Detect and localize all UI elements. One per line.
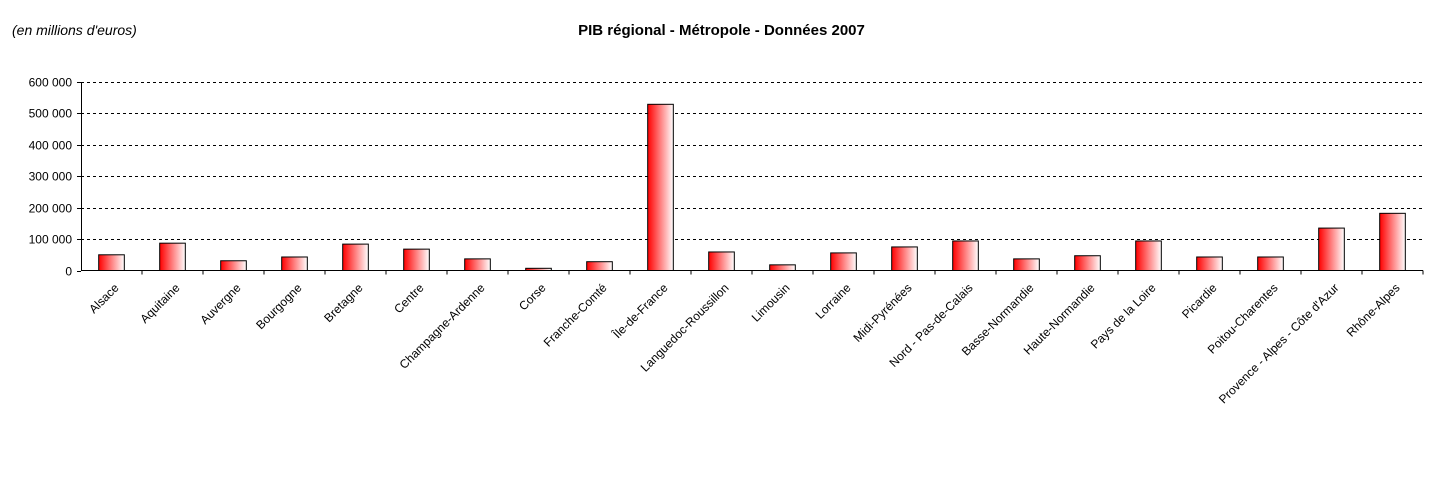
bar-haute-normandie bbox=[1074, 255, 1101, 271]
bar-pays-de-la-loire bbox=[1135, 240, 1162, 272]
x-tick-label: Centre bbox=[391, 281, 427, 317]
x-tick-label: Rhône-Alpes bbox=[1344, 281, 1403, 340]
bar-provence-alpes-c-te-d-azur bbox=[1318, 227, 1345, 271]
bar-centre bbox=[403, 248, 430, 272]
x-tick-label: Bretagne bbox=[321, 280, 366, 325]
bar-midi-pyr-n-es bbox=[891, 246, 918, 271]
y-tick-label: 0 bbox=[65, 265, 72, 279]
bar-franche-comt- bbox=[586, 261, 613, 272]
bar-basse-normandie bbox=[1013, 258, 1040, 271]
bar-alsace bbox=[98, 254, 125, 272]
bar-champagne-ardenne bbox=[464, 258, 491, 271]
bar-nord-pas-de-calais bbox=[952, 240, 979, 272]
bar-limousin bbox=[769, 264, 796, 272]
x-tick-label: Bourgogne bbox=[253, 280, 305, 332]
x-tick-label: Franche-Comté bbox=[541, 281, 610, 350]
y-tick-label: 500 000 bbox=[29, 107, 73, 121]
unit-note: (en millions d'euros) bbox=[12, 22, 137, 38]
x-tick-label: Corse bbox=[516, 280, 549, 313]
bar-rh-ne-alpes bbox=[1379, 212, 1406, 272]
x-tick-label: Lorraine bbox=[813, 280, 854, 321]
x-tick-label: Alsace bbox=[86, 281, 122, 317]
x-tick-label: Limousin bbox=[749, 281, 793, 325]
x-tick-label: Provence - Alpes - Côte d'Azur bbox=[1216, 281, 1342, 407]
x-tick-label: Pays de la Loire bbox=[1088, 280, 1159, 351]
y-tick-label: 100 000 bbox=[29, 233, 73, 247]
x-tick-label: Midi-Pyrénées bbox=[850, 281, 914, 345]
x-tick-label: Auvergne bbox=[197, 280, 243, 326]
bar-bretagne bbox=[342, 243, 369, 271]
bar-bourgogne bbox=[281, 256, 308, 272]
y-tick-label: 400 000 bbox=[29, 139, 73, 153]
bar-picardie bbox=[1196, 256, 1223, 272]
y-tick-label: 200 000 bbox=[29, 202, 73, 216]
x-tick-label: Île-de-France bbox=[609, 280, 671, 342]
bar--le-de-france bbox=[647, 103, 674, 271]
bar-aquitaine bbox=[159, 242, 186, 271]
bar-lorraine bbox=[830, 252, 857, 271]
y-tick-label: 600 000 bbox=[29, 76, 73, 90]
x-tick-label: Picardie bbox=[1179, 280, 1220, 321]
bar-languedoc-roussillon bbox=[708, 251, 735, 272]
x-tick-label: Aquitaine bbox=[137, 280, 183, 326]
y-tick-label: 300 000 bbox=[29, 170, 73, 184]
bar-auvergne bbox=[220, 260, 247, 271]
bar-poitou-charentes bbox=[1257, 256, 1284, 272]
chart-title: PIB régional - Métropole - Données 2007 bbox=[578, 22, 865, 39]
bar-corse bbox=[525, 267, 552, 272]
